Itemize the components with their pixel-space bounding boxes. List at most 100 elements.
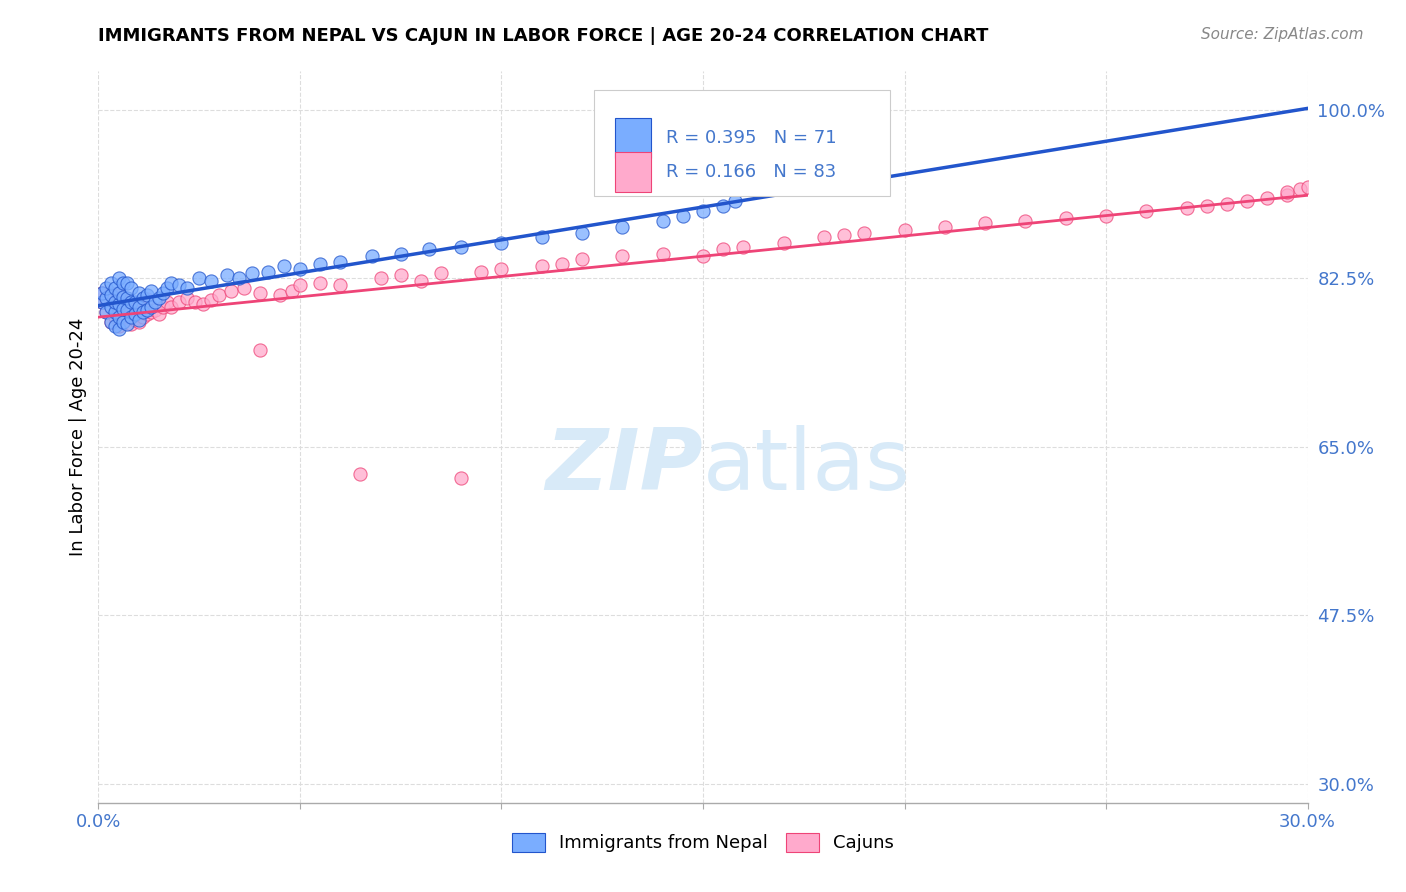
Immigrants from Nepal — [124, 307, 146, 321]
Immigrants from Nepal — [156, 281, 179, 295]
Cajuns — [249, 285, 271, 300]
Immigrants from Nepal — [152, 285, 174, 300]
Cajuns — [1014, 213, 1036, 227]
Cajuns — [450, 470, 472, 484]
Text: R = 0.166   N = 83: R = 0.166 N = 83 — [665, 163, 835, 181]
Immigrants from Nepal — [672, 209, 695, 223]
Immigrants from Nepal — [115, 303, 138, 318]
Cajuns — [269, 287, 291, 301]
Immigrants from Nepal — [651, 213, 673, 227]
FancyBboxPatch shape — [595, 90, 890, 195]
Immigrants from Nepal — [139, 300, 162, 314]
Text: atlas: atlas — [703, 425, 911, 508]
Immigrants from Nepal — [200, 274, 222, 288]
Cajuns — [132, 295, 155, 310]
Cajuns — [184, 295, 207, 310]
Immigrants from Nepal — [103, 319, 125, 334]
Cajuns — [349, 467, 371, 481]
Cajuns — [1277, 187, 1299, 202]
Immigrants from Nepal — [160, 276, 183, 290]
Immigrants from Nepal — [692, 203, 714, 218]
Immigrants from Nepal — [120, 295, 142, 310]
Cajuns — [143, 303, 166, 318]
Cajuns — [107, 287, 129, 301]
Immigrants from Nepal — [148, 291, 170, 305]
Cajuns — [430, 267, 453, 281]
Cajuns — [853, 226, 876, 240]
Immigrants from Nepal — [135, 303, 157, 318]
Text: ZIP: ZIP — [546, 425, 703, 508]
Cajuns — [132, 310, 155, 324]
Cajuns — [100, 285, 122, 300]
Immigrants from Nepal — [139, 284, 162, 298]
Cajuns — [135, 307, 157, 321]
Immigrants from Nepal — [111, 315, 134, 329]
Immigrants from Nepal — [103, 305, 125, 319]
Cajuns — [135, 293, 157, 307]
Cajuns — [124, 297, 146, 311]
Text: Source: ZipAtlas.com: Source: ZipAtlas.com — [1201, 27, 1364, 42]
Cajuns — [281, 284, 304, 298]
Cajuns — [115, 310, 138, 324]
Cajuns — [612, 249, 634, 263]
Immigrants from Nepal — [724, 194, 747, 209]
Cajuns — [1195, 199, 1218, 213]
Cajuns — [1296, 179, 1319, 194]
Cajuns — [1135, 203, 1157, 218]
Immigrants from Nepal — [111, 301, 134, 317]
Immigrants from Nepal — [217, 268, 239, 283]
Cajuns — [711, 243, 734, 257]
Cajuns — [1288, 182, 1310, 196]
Cajuns — [91, 285, 114, 300]
Immigrants from Nepal — [111, 289, 134, 303]
Cajuns — [100, 300, 122, 314]
Cajuns — [156, 295, 179, 310]
Immigrants from Nepal — [124, 295, 146, 310]
Cajuns — [1095, 209, 1118, 223]
Cajuns — [160, 300, 183, 314]
Cajuns — [692, 249, 714, 263]
Immigrants from Nepal — [143, 295, 166, 310]
Cajuns — [152, 300, 174, 314]
Immigrants from Nepal — [128, 300, 150, 314]
Immigrants from Nepal — [491, 235, 513, 250]
Cajuns — [103, 295, 125, 310]
Cajuns — [103, 310, 125, 324]
Cajuns — [389, 268, 412, 283]
Cajuns — [309, 276, 332, 290]
Immigrants from Nepal — [132, 305, 155, 319]
Cajuns — [120, 303, 142, 318]
Immigrants from Nepal — [450, 239, 472, 253]
Cajuns — [491, 261, 513, 276]
Immigrants from Nepal — [111, 276, 134, 290]
Cajuns — [128, 300, 150, 314]
Immigrants from Nepal — [107, 297, 129, 311]
Cajuns — [832, 227, 855, 242]
Cajuns — [571, 252, 593, 266]
Cajuns — [893, 223, 915, 237]
Immigrants from Nepal — [571, 226, 593, 240]
Cajuns — [208, 287, 231, 301]
Cajuns — [128, 315, 150, 329]
Immigrants from Nepal — [128, 312, 150, 326]
Cajuns — [370, 271, 392, 285]
Cajuns — [1175, 201, 1198, 215]
Cajuns — [733, 239, 755, 253]
Immigrants from Nepal — [389, 247, 412, 261]
Immigrants from Nepal — [167, 278, 190, 293]
Cajuns — [813, 230, 835, 244]
Immigrants from Nepal — [96, 305, 118, 319]
Immigrants from Nepal — [256, 264, 278, 278]
FancyBboxPatch shape — [614, 153, 651, 193]
Legend: Immigrants from Nepal, Cajuns: Immigrants from Nepal, Cajuns — [505, 826, 901, 860]
Immigrants from Nepal — [361, 249, 384, 263]
Immigrants from Nepal — [100, 300, 122, 314]
Immigrants from Nepal — [107, 322, 129, 336]
Cajuns — [91, 295, 114, 310]
Cajuns — [148, 307, 170, 321]
Immigrants from Nepal — [96, 291, 118, 305]
Immigrants from Nepal — [100, 315, 122, 329]
Cajuns — [1256, 191, 1278, 205]
Immigrants from Nepal — [273, 259, 295, 273]
Cajuns — [288, 278, 311, 293]
